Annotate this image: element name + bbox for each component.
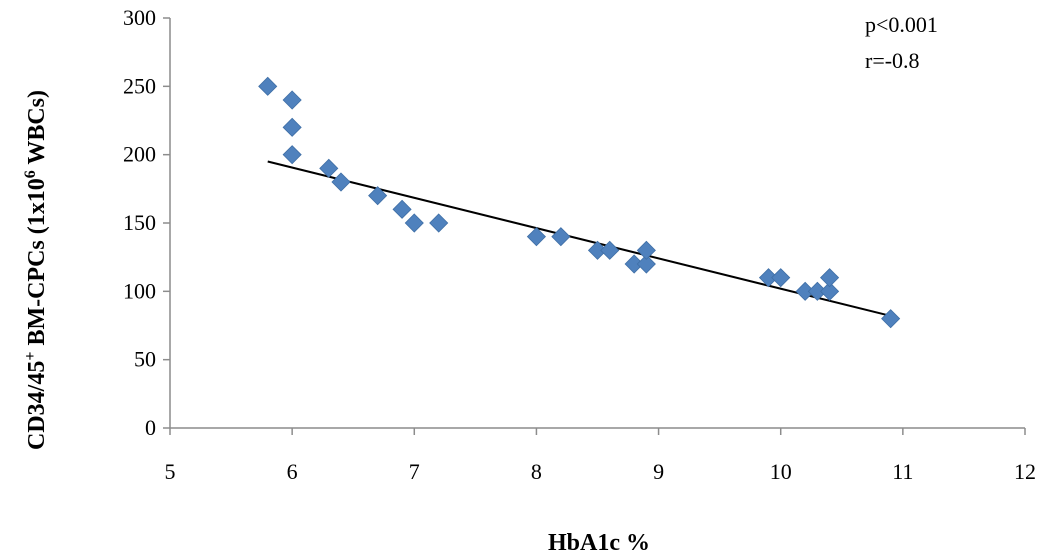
data-point: [258, 76, 278, 96]
y-tick-label: 50: [134, 347, 156, 372]
data-point: [368, 186, 388, 206]
x-tick-label: 11: [892, 459, 913, 484]
data-point: [282, 145, 302, 165]
data-point: [331, 172, 351, 192]
data-point: [429, 213, 449, 233]
y-axis-title-mid: BM-CPCs (1x10: [24, 178, 50, 351]
data-point: [881, 309, 901, 329]
x-tick-label: 12: [1014, 459, 1036, 484]
data-point: [319, 158, 339, 178]
data-point: [282, 117, 302, 137]
annotation-r-value: r=-0.8: [865, 48, 920, 73]
data-point: [771, 268, 791, 288]
x-ticks: 5 6 7 8 9 10 11 12: [165, 428, 1036, 484]
y-axis-title-sup1: +: [22, 352, 39, 361]
data-point: [636, 254, 656, 274]
data-point: [526, 227, 546, 247]
y-axis-title-end: WBCs): [24, 90, 50, 170]
axes: [169, 18, 1025, 429]
x-tick-label: 7: [409, 459, 420, 484]
data-point: [600, 240, 620, 260]
y-axis-title-sup2: 6: [22, 170, 39, 178]
y-tick-label: 150: [123, 210, 156, 235]
points-layer: [258, 76, 901, 329]
y-tick-label: 100: [123, 278, 156, 303]
x-axis-title: HbA1c %: [548, 530, 650, 556]
y-tick-label: 0: [145, 415, 156, 440]
x-tick-label: 10: [770, 459, 792, 484]
x-tick-label: 6: [287, 459, 298, 484]
data-point: [404, 213, 424, 233]
trendline-layer: [267, 160, 891, 317]
data-point: [392, 199, 412, 219]
y-axis-title-base: CD34/45: [24, 361, 50, 450]
x-tick-label: 5: [165, 459, 176, 484]
y-tick-label: 200: [123, 142, 156, 167]
y-ticks: 0 50 100 150 200 250 300: [123, 5, 170, 440]
x-tick-label: 9: [653, 459, 664, 484]
data-point: [282, 90, 302, 110]
trendline: [267, 160, 891, 317]
x-tick-label: 8: [531, 459, 542, 484]
data-point: [551, 227, 571, 247]
y-tick-label: 250: [123, 73, 156, 98]
data-point: [636, 240, 656, 260]
data-point: [820, 268, 840, 288]
data-point: [820, 281, 840, 301]
y-tick-label: 300: [123, 5, 156, 30]
y-axis-title: CD34/45+ BM-CPCs (1x106 WBCs): [22, 90, 50, 450]
annotation-p-value: p<0.001: [865, 12, 938, 37]
